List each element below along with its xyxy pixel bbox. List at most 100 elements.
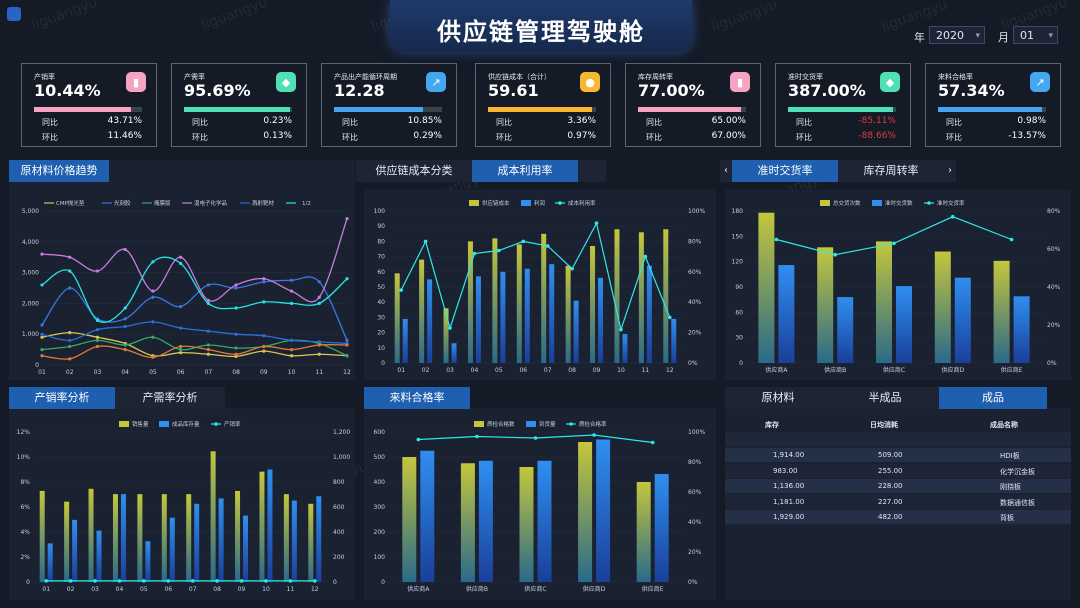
data-point [475, 434, 479, 439]
x-tick-label: 11 [315, 369, 323, 376]
tab-next-arrow[interactable]: › [944, 160, 956, 182]
legend-label: 产销率 [224, 420, 241, 428]
data-point [594, 221, 599, 225]
data-point [239, 579, 244, 583]
tab-semi[interactable]: 半成品 [831, 387, 939, 409]
x-tick-label: 供应商B [824, 366, 846, 374]
x-tick-label: 01 [38, 369, 46, 376]
kpi-yoy-value: -85.11% [858, 116, 896, 126]
data-point [345, 338, 349, 342]
table-row[interactable]: 1,136.00 228.00 刚挠板 [725, 479, 1071, 493]
kpi-yoy-value: 3.36% [567, 116, 596, 126]
series-line [41, 218, 348, 303]
year-select[interactable]: 2020 ▾ [929, 26, 985, 44]
bar [291, 500, 297, 582]
data-point [345, 343, 349, 347]
x-tick-label: 供应商D [583, 585, 606, 593]
x-tick-label: 05 [140, 586, 148, 593]
table-row[interactable]: 1,914.00 509.00 HDI板 [725, 448, 1071, 462]
kpi-card[interactable]: 库存周转率 77.00% ▮ 同比 65.00% 环比 67.00% [625, 63, 761, 147]
legend-label: 供应链成本 [482, 199, 510, 207]
kpi-mom-value: 0.29% [413, 131, 442, 141]
y2-tick-label: 1,000 [333, 454, 350, 461]
x-tick-label: 01 [42, 586, 50, 593]
bar [186, 494, 192, 582]
data-point [951, 214, 955, 219]
data-point [317, 340, 321, 344]
tab-raw-price-trend[interactable]: 原材料价格趋势 [9, 160, 109, 182]
y2-tick-label: 20% [688, 549, 702, 556]
data-point [643, 254, 648, 259]
table-cell: 1,136.00 [773, 482, 805, 490]
legend-label: 溅射靶材 [252, 199, 275, 207]
x-tick-label: 11 [642, 367, 650, 374]
legend-swatch [119, 421, 129, 427]
data-point [262, 277, 266, 281]
y2-tick-label: 80% [1047, 208, 1061, 215]
x-tick-label: 10 [262, 586, 270, 593]
legend-pager: 1/2 [302, 201, 311, 207]
tab-sales-ratio[interactable]: 产销率分析 [9, 387, 115, 409]
bar [72, 519, 78, 582]
y-tick-label: 100 [374, 208, 386, 215]
data-point [40, 354, 44, 358]
data-point [68, 255, 72, 259]
data-point [288, 579, 293, 583]
kpi-mom-value: 11.46% [107, 131, 142, 141]
data-point [533, 436, 538, 440]
tab-finished[interactable]: 成品 [939, 387, 1047, 409]
bar [663, 229, 669, 363]
kpi-yoy-label: 同比 [192, 118, 208, 127]
kpi-card[interactable]: 产销率 10.44% ▮ 同比 43.71% 环比 11.46% [21, 63, 157, 147]
x-tick-label: 04 [471, 367, 479, 374]
kpi-progress-bar [788, 107, 896, 112]
bar [590, 245, 596, 363]
tab-on-time[interactable]: 准时交货率 [732, 160, 838, 182]
month-select[interactable]: 01 ▾ [1013, 26, 1058, 44]
y-tick-label: 12% [17, 429, 31, 436]
y-tick-label: 600 [374, 429, 386, 436]
data-point [650, 440, 655, 445]
x-tick-label: 供应商E [642, 585, 664, 593]
data-point [142, 579, 146, 583]
tab-spacer [578, 160, 606, 182]
app-menu-icon[interactable] [7, 7, 21, 21]
kpi-card[interactable]: 产需率 95.69% ◆ 同比 0.23% 环比 0.13% [171, 63, 307, 147]
tab-cost-util[interactable]: 成本利用率 [472, 160, 578, 182]
kpi-value: 77.00% [638, 81, 705, 100]
bar [876, 241, 892, 363]
bar [638, 232, 644, 363]
table-row[interactable]: 1,181.00 227.00 数据通信板 [725, 494, 1071, 509]
y-tick-label: 60 [735, 309, 743, 316]
x-tick-label: 09 [593, 367, 601, 374]
tab-demand-ratio[interactable]: 产需率分析 [115, 387, 225, 409]
chevron-down-icon: ▾ [975, 31, 980, 41]
kpi-card[interactable]: 供应链成本（合计） 59.61 ● 同比 3.36% 环比 0.97% [475, 63, 611, 147]
year-label: 年 [914, 31, 925, 44]
trend-chart-icon: ↗ [1030, 72, 1050, 92]
table-row[interactable]: 983.00 255.00 化学沉金板 [725, 463, 1071, 478]
tab-raw[interactable]: 原材料 [725, 387, 831, 409]
y2-tick-label: 60% [688, 489, 702, 496]
table-row[interactable]: 1,929.00 482.00 背板 [725, 510, 1071, 524]
legend-label: 光刻胶 [114, 199, 131, 207]
kpi-value: 12.28 [334, 81, 385, 100]
kpi-card[interactable]: 产品出产能循环周期 12.28 ↗ 同比 10.85% 环比 0.29% [321, 63, 457, 147]
data-point [264, 579, 268, 583]
y-tick-label: 90 [735, 284, 743, 291]
bar [47, 543, 53, 582]
data-point [179, 351, 183, 355]
data-point [521, 239, 526, 244]
kpi-card[interactable]: 来料合格率 57.34% ↗ 同比 0.98% 环比 -13.57% [925, 63, 1061, 147]
kpi-value: 57.34% [938, 81, 1005, 100]
tab-prev-arrow[interactable]: ‹ [720, 160, 732, 182]
kpi-card[interactable]: 准时交货率 387.00% ◆ 同比 -85.11% 环比 -88.66% [775, 63, 911, 147]
bar [596, 439, 611, 582]
bar [636, 482, 651, 582]
tab-incoming[interactable]: 来料合格率 [364, 387, 470, 409]
kpi-mom-label: 环比 [796, 133, 812, 142]
tab-turnover[interactable]: 库存周转率 [838, 160, 944, 182]
cost-util-chart: 01020304050607080901000%20%40%60%80%100%… [374, 199, 706, 374]
data-point [68, 286, 72, 290]
tab-cost-class[interactable]: 供应链成本分类 [356, 160, 472, 182]
